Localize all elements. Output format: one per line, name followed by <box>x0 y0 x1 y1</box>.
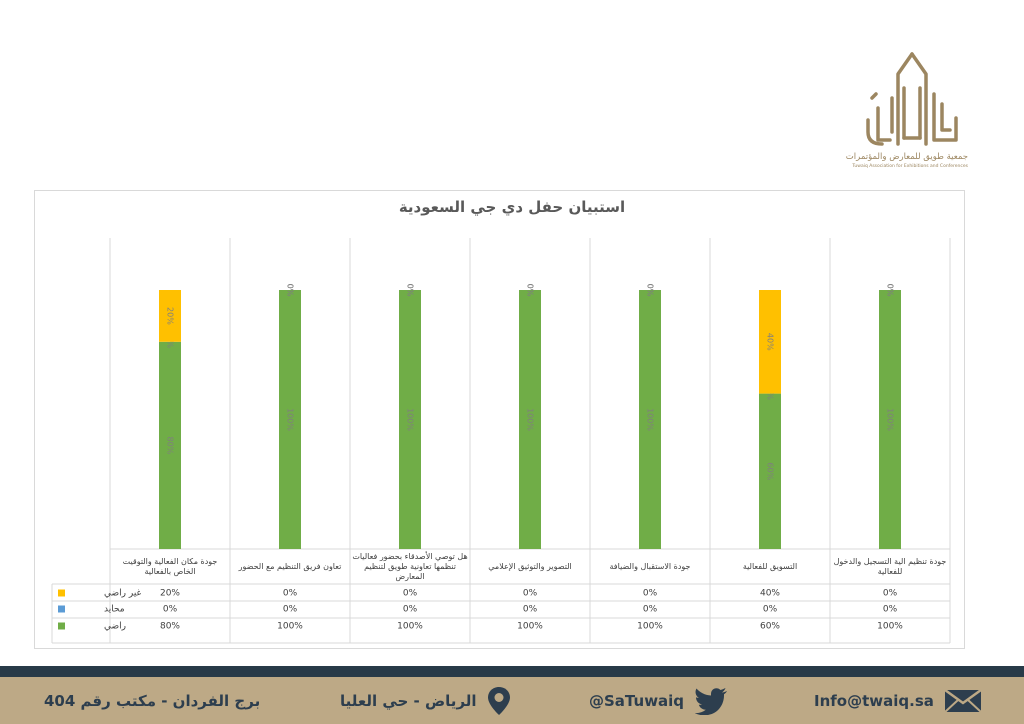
footer-bar: Info@twaiq.sa @SaTuwaiq الرياض - حي العل… <box>0 677 1024 724</box>
data-label: 0% <box>286 284 295 297</box>
category-label-text: هل توصي الأصدقاء بحضور فعاليات تنظمها تع… <box>352 552 468 581</box>
twitter-bird-icon <box>694 687 728 715</box>
table-cell: 0% <box>163 605 178 615</box>
data-label: 100% <box>526 408 535 431</box>
legend-swatch <box>58 622 65 630</box>
footer-office: برج الفردان - مكتب رقم 404 <box>44 688 260 714</box>
data-label: 60% <box>766 462 775 480</box>
table-cell: 0% <box>763 605 778 615</box>
data-label: 100% <box>886 408 895 431</box>
legend-label: محايد <box>104 605 125 615</box>
table-cell: 100% <box>877 622 903 632</box>
category-label: جودة الاستقبال والضيافة <box>609 562 691 571</box>
table-cell: 0% <box>523 605 538 615</box>
table-cell: 0% <box>283 605 298 615</box>
table-cell: 0% <box>643 589 658 599</box>
bar-segment <box>519 290 541 549</box>
category-label: جودة تنظيم الية التسجيل والدخول للفعالية <box>833 557 947 576</box>
category-label-text: جودة الاستقبال والضيافة <box>609 562 691 571</box>
table-cell: 100% <box>637 622 663 632</box>
legend-swatch <box>58 605 65 613</box>
data-label: 40% <box>766 333 775 351</box>
table-cell: 0% <box>403 589 418 599</box>
table-cell: 0% <box>883 589 898 599</box>
data-label: 100% <box>406 408 415 431</box>
category-label: تعاون فريق التنظيم مع الحضور <box>238 562 342 571</box>
category-label: جودة مكان الفعالية والتوقيت الخاص بالفعا… <box>122 557 218 576</box>
category-label-text: التسويق للفعالية <box>742 562 798 571</box>
chart-frame <box>34 190 965 649</box>
data-label: 0% <box>766 387 775 400</box>
chart-title: استبيان حفل دي جي السعودية <box>398 198 626 216</box>
association-logo: جمعية طويق للمعارض والمؤتمرات Tuwaiq Ass… <box>838 48 978 170</box>
table-cell: 0% <box>523 589 538 599</box>
footer-divider <box>0 666 1024 677</box>
bar-segment <box>879 290 901 549</box>
data-label: 100% <box>286 408 295 431</box>
bar-segment <box>279 290 301 549</box>
table-cell: 100% <box>397 622 423 632</box>
table-cell: 0% <box>403 605 418 615</box>
footer-twitter[interactable]: @SaTuwaiq <box>589 687 728 715</box>
logo-arabic-name: جمعية طويق للمعارض والمؤتمرات <box>845 152 968 162</box>
bar-segment <box>759 290 781 394</box>
table-cell: 100% <box>277 622 303 632</box>
category-label: التسويق للفعالية <box>742 562 798 571</box>
footer-email-text: Info@twaiq.sa <box>814 692 934 710</box>
bar-segment <box>399 290 421 549</box>
footer-email[interactable]: Info@twaiq.sa <box>814 688 982 714</box>
category-label-text: جودة تنظيم الية التسجيل والدخول للفعالية <box>833 557 947 576</box>
data-label: 0% <box>646 284 655 297</box>
bar-segment <box>759 393 781 549</box>
tuwaiq-logo-icon <box>866 52 958 146</box>
data-label: 0% <box>526 284 535 297</box>
data-label: 0% <box>166 335 175 348</box>
category-label: التصوير والتوثيق الإعلامي <box>488 562 572 571</box>
data-label: 0% <box>406 284 415 297</box>
category-label-text: التصوير والتوثيق الإعلامي <box>488 562 572 571</box>
map-pin-icon <box>487 686 511 716</box>
data-label: 0% <box>646 284 655 297</box>
data-label: 0% <box>526 284 535 297</box>
legend-swatch <box>58 589 65 597</box>
table-cell: 20% <box>160 589 180 599</box>
bar-segment <box>639 290 661 549</box>
bar-segment <box>159 341 181 549</box>
table-cell: 80% <box>160 622 180 632</box>
category-label-text: تعاون فريق التنظيم مع الحضور <box>238 562 342 571</box>
data-label: 80% <box>166 437 175 455</box>
footer-office-text: برج الفردان - مكتب رقم 404 <box>44 692 261 710</box>
table-cell: 0% <box>283 589 298 599</box>
table-cell: 0% <box>643 605 658 615</box>
category-label-text: جودة مكان الفعالية والتوقيت الخاص بالفعا… <box>122 557 218 576</box>
stacked-bar-chart: 80% 0% 20% جودة مكان الفعالية والتوقيت الخا… <box>51 238 951 644</box>
bar-segment <box>159 290 181 342</box>
table-cell: 40% <box>760 589 780 599</box>
category-label: هل توصي الأصدقاء بحضور فعاليات تنظمها تع… <box>352 552 468 581</box>
footer-twitter-text: @SaTuwaiq <box>589 692 685 710</box>
table-cell: 100% <box>517 622 543 632</box>
legend-label: غير راضي <box>104 589 142 599</box>
data-label: 0% <box>406 284 415 297</box>
logo-english-name: Tuwaiq Association for Exhibitions and C… <box>852 164 968 169</box>
data-label: 20% <box>166 307 175 325</box>
table-cell: 60% <box>760 622 780 632</box>
data-label: 0% <box>886 284 895 297</box>
data-label: 100% <box>646 408 655 431</box>
table-cell: 0% <box>883 605 898 615</box>
legend-label: راضي <box>104 622 126 632</box>
data-label: 0% <box>886 284 895 297</box>
footer-location-text: الرياض - حي العليا <box>340 692 477 710</box>
envelope-icon <box>944 689 982 713</box>
data-label: 0% <box>286 284 295 297</box>
footer-location: الرياض - حي العليا <box>340 686 511 716</box>
